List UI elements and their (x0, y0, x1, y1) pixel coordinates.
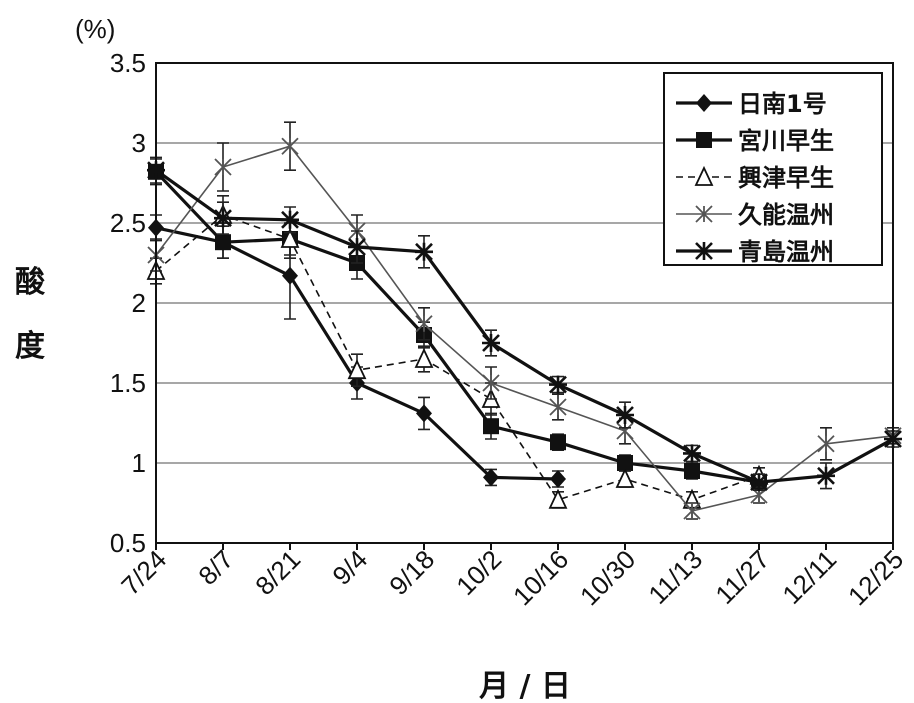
series-line (155, 145, 894, 512)
data-point (817, 435, 835, 453)
y-tick-label: 1.5 (110, 368, 146, 398)
data-point (482, 374, 500, 392)
data-point (280, 227, 300, 248)
x-tick-label: 10/30 (574, 544, 641, 611)
legend-label: 久能温州 (738, 201, 834, 229)
legend-marker (696, 94, 712, 112)
data-point (483, 468, 499, 487)
data-point (683, 502, 701, 520)
data-point (750, 473, 768, 492)
data-point (415, 242, 433, 261)
legend-marker (696, 132, 712, 148)
data-point (348, 238, 366, 256)
data-point (549, 375, 567, 394)
x-axis-title: 月 / 日 (479, 669, 571, 703)
y-axis-title-char-1: 酸 (15, 265, 46, 300)
y-tick-label: 2.5 (110, 208, 146, 238)
data-point (617, 455, 633, 471)
x-tick-label: 9/18 (383, 544, 440, 601)
plot-frame (155, 62, 894, 544)
data-point (347, 359, 367, 380)
data-point (615, 467, 635, 488)
series-5 (147, 156, 902, 492)
data-point (214, 158, 232, 176)
series-layer (146, 121, 902, 520)
legend-label: 青島温州 (738, 238, 834, 266)
y-tick-label: 3.5 (110, 48, 146, 78)
x-tick-label: 9/4 (326, 544, 373, 591)
legend-label: 日南1号 (738, 90, 827, 118)
data-point (817, 466, 835, 485)
series-line (155, 214, 760, 501)
legend-label: 宮川早生 (738, 127, 834, 155)
legend-label: 興津早生 (738, 164, 834, 192)
legend-marker (695, 242, 713, 260)
legend-item: 宮川早生 (676, 127, 834, 155)
data-point (415, 315, 433, 333)
y-tick-label: 0.5 (110, 528, 146, 558)
data-point (214, 209, 232, 228)
data-point (550, 470, 566, 488)
legend-marker (694, 165, 714, 186)
x-tick-label: 12/25 (842, 544, 909, 611)
y-tick-label: 2 (132, 288, 146, 318)
x-tick-label: 11/27 (709, 544, 775, 610)
data-point (482, 334, 500, 352)
x-tick-labels: 7/24 8/7 8/21 9/4 9/18 10/2 10/16 10/30 11/13 11/… (115, 544, 909, 611)
data-point (215, 234, 231, 251)
x-tick-label: 8/7 (192, 544, 239, 591)
data-point (282, 266, 298, 285)
legend-marker (695, 205, 713, 223)
x-tick-label: 12/11 (776, 544, 842, 610)
data-point (683, 444, 701, 463)
data-point (684, 463, 700, 479)
data-point (548, 488, 568, 509)
x-tick-label: 10/16 (507, 544, 574, 611)
series-line (155, 168, 894, 484)
legend-item: 日南1号 (676, 90, 827, 118)
data-point (616, 406, 634, 424)
y-tick-label: 3 (132, 128, 146, 158)
data-point (550, 434, 566, 451)
y-unit-label: (%) (75, 14, 115, 44)
data-point (549, 398, 567, 416)
y-axis-title-char-2: 度 (15, 329, 45, 364)
data-point (281, 137, 299, 155)
y-tick-label: 1 (132, 448, 146, 478)
data-point (416, 404, 432, 423)
x-tick-label: 11/13 (642, 544, 708, 610)
x-tick-label: 8/21 (249, 544, 306, 601)
series-line (154, 170, 760, 484)
data-point (483, 418, 499, 435)
legend-item: 青島温州 (676, 238, 834, 266)
x-tick-label: 10/2 (450, 544, 507, 601)
data-point (414, 347, 434, 368)
y-tick-labels: 0.5 1 1.5 2 2.5 3 3.5 (110, 48, 146, 558)
y-axis-title: 酸 度 (15, 265, 46, 364)
legend-item: 興津早生 (676, 164, 834, 192)
legend-item: 久能温州 (676, 201, 834, 229)
data-point (281, 210, 299, 229)
